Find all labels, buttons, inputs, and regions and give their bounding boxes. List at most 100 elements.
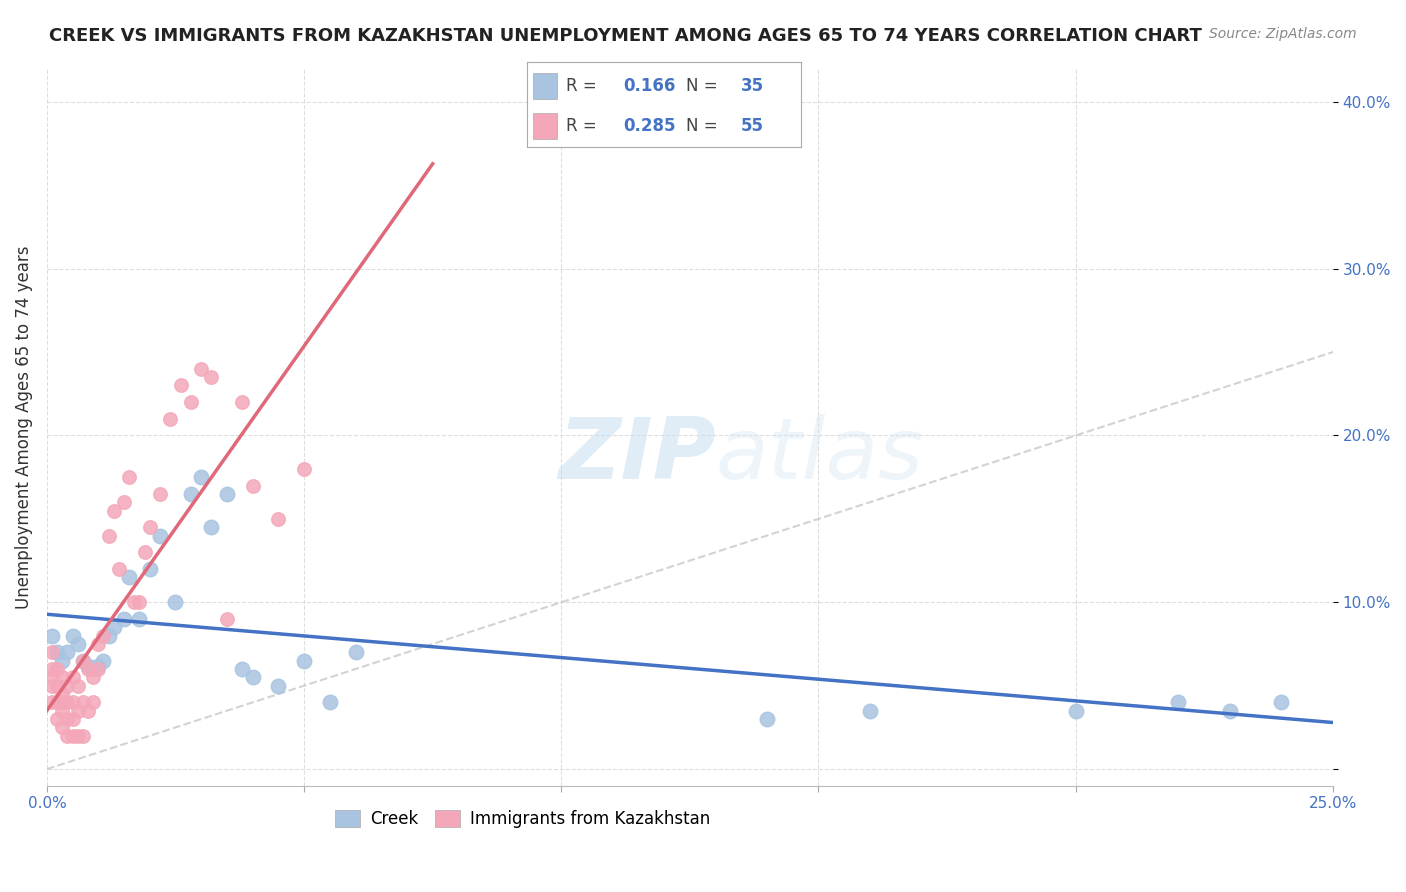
Text: R =: R = [565, 78, 602, 95]
Point [66, 704, 89, 718]
Point [190, 470, 212, 484]
Point [51, 654, 73, 668]
Point [124, 595, 146, 609]
Point [51, 720, 73, 734]
Point [134, 545, 156, 559]
Point [128, 595, 150, 609]
Point [344, 645, 367, 659]
Point [87, 637, 110, 651]
Point [267, 512, 290, 526]
Point [87, 658, 110, 673]
Point [165, 595, 187, 609]
Point [56, 645, 79, 659]
Point [77, 662, 100, 676]
Text: CREEK VS IMMIGRANTS FROM KAZAKHSTAN UNEMPLOYMENT AMONG AGES 65 TO 74 YEARS CORRE: CREEK VS IMMIGRANTS FROM KAZAKHSTAN UNEM… [49, 27, 1202, 45]
Point [77, 704, 100, 718]
Point [51, 704, 73, 718]
Point [72, 654, 94, 668]
Text: N =: N = [686, 78, 723, 95]
Point [72, 695, 94, 709]
Point [139, 562, 162, 576]
Point [103, 503, 125, 517]
Point [82, 662, 104, 676]
Text: 55: 55 [741, 117, 763, 135]
Point [180, 487, 202, 501]
Text: 35: 35 [741, 78, 765, 95]
Point [242, 478, 264, 492]
Point [108, 562, 131, 576]
Point [46, 662, 69, 676]
Point [231, 662, 253, 676]
FancyBboxPatch shape [533, 113, 557, 139]
Point [215, 612, 238, 626]
Point [46, 712, 69, 726]
Text: 0.285: 0.285 [623, 117, 676, 135]
Point [267, 679, 290, 693]
Point [62, 712, 84, 726]
Point [118, 570, 141, 584]
Point [62, 670, 84, 684]
Point [149, 487, 172, 501]
Point [169, 378, 191, 392]
Text: 0.166: 0.166 [623, 78, 676, 95]
Point [56, 712, 79, 726]
Point [41, 695, 63, 709]
Point [200, 370, 222, 384]
Point [41, 670, 63, 684]
Legend: Creek, Immigrants from Kazakhstan: Creek, Immigrants from Kazakhstan [329, 804, 717, 835]
Point [292, 462, 315, 476]
Text: N =: N = [686, 117, 723, 135]
Point [319, 695, 342, 709]
Point [139, 520, 162, 534]
Point [292, 654, 315, 668]
Point [242, 670, 264, 684]
Point [51, 695, 73, 709]
Point [215, 487, 238, 501]
Point [46, 695, 69, 709]
Point [51, 670, 73, 684]
Y-axis label: Unemployment Among Ages 65 to 74 years: Unemployment Among Ages 65 to 74 years [15, 245, 32, 609]
Text: Source: ZipAtlas.com: Source: ZipAtlas.com [1209, 27, 1357, 41]
Text: R =: R = [565, 117, 602, 135]
Text: atlas: atlas [716, 415, 924, 498]
Point [103, 620, 125, 634]
Point [56, 679, 79, 693]
Point [62, 695, 84, 709]
Point [72, 729, 94, 743]
Point [66, 729, 89, 743]
Point [859, 704, 882, 718]
Point [87, 662, 110, 676]
Point [200, 520, 222, 534]
Point [190, 361, 212, 376]
Point [93, 654, 115, 668]
Point [56, 695, 79, 709]
Point [180, 395, 202, 409]
Point [82, 695, 104, 709]
Point [112, 612, 135, 626]
Point [66, 679, 89, 693]
Point [46, 679, 69, 693]
Point [1219, 704, 1241, 718]
Point [128, 612, 150, 626]
Point [41, 662, 63, 676]
Point [66, 637, 89, 651]
Point [1270, 695, 1292, 709]
Point [118, 470, 141, 484]
Point [51, 687, 73, 701]
Point [97, 629, 120, 643]
Point [112, 495, 135, 509]
Point [97, 528, 120, 542]
Point [72, 654, 94, 668]
Point [82, 670, 104, 684]
Point [149, 528, 172, 542]
Point [62, 729, 84, 743]
Point [41, 679, 63, 693]
FancyBboxPatch shape [533, 73, 557, 99]
Point [41, 629, 63, 643]
Point [62, 629, 84, 643]
Point [93, 629, 115, 643]
Point [756, 712, 779, 726]
Point [56, 729, 79, 743]
Point [77, 658, 100, 673]
Point [1167, 695, 1189, 709]
